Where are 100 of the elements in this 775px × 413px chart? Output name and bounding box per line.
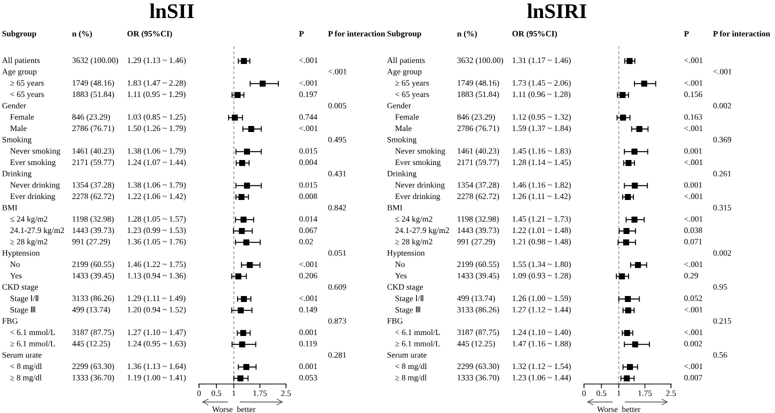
text: 3632 (100.00) [72, 57, 118, 65]
category-label: ≥ 6.1 mmol/L [10, 340, 55, 346]
text: OR (95%CI) [127, 30, 172, 38]
data-label: 1.22 (1.06 ~ 1.42) [128, 193, 186, 201]
point [624, 194, 631, 200]
x-tick-label: 0.5 [212, 390, 222, 396]
text: 3187 (87.75) [72, 329, 114, 337]
data-label: 1.26 (1.11 ~ 1.42) [512, 193, 570, 201]
text: 0.002 [713, 250, 731, 256]
text: 0.002 [713, 102, 731, 108]
category-label: BMI [2, 204, 18, 210]
text: 3187 (87.75) [457, 329, 499, 337]
data-label: 1.55 (1.34 ~ 1.80) [512, 261, 571, 269]
point [623, 239, 630, 246]
text: 0.005 [328, 102, 346, 108]
text: 445 (12.25) [72, 340, 110, 348]
data-label: 1.12 (0.95 ~ 1.32) [512, 114, 571, 122]
text: 0.02 [299, 238, 313, 244]
category-label: Ever drinking [10, 193, 56, 201]
text: 0.197 [299, 92, 318, 98]
text: 2171 (59.77) [72, 159, 114, 167]
category-label: FBG [2, 318, 18, 324]
category-label: ≥ 8 mg/dl [395, 374, 427, 382]
category-label: ≤ 24 kg/m2 [395, 216, 432, 224]
category-label: Smoking [2, 136, 32, 144]
x-tick-label: 1.75 [638, 390, 652, 396]
text: 499 (13.74) [72, 306, 110, 314]
point [244, 148, 250, 155]
category-label: ≤ 24 kg/m2 [10, 216, 48, 224]
text: 1433 (39.45) [72, 272, 114, 280]
text: 0.001 [684, 148, 702, 154]
category-label: ≥ 65 years [10, 80, 44, 88]
text: 0.004 [299, 160, 318, 166]
point [234, 92, 241, 98]
category-label: Gender [2, 102, 26, 108]
text: <.001 [684, 364, 702, 370]
text: 0.001 [299, 330, 317, 336]
text: 1198 (32.98) [458, 216, 499, 224]
data-label: 1.46 (1.22 ~ 1.75) [128, 261, 186, 269]
text: 0.163 [684, 114, 702, 120]
point [632, 182, 638, 189]
point [625, 307, 632, 314]
category-label: Stage Ⅰ/Ⅱ [396, 295, 424, 303]
category-label: Age group [387, 68, 422, 76]
data-label: 1.46 (1.16 ~ 1.82) [512, 182, 571, 190]
category-label: Female [10, 114, 34, 120]
text: <.001 [684, 330, 702, 336]
text: 0.119 [299, 340, 317, 346]
text: <.001 [684, 80, 702, 86]
category-label: Hyptension [387, 250, 425, 258]
text: 0.002 [684, 340, 702, 346]
category-label: CKD stage [2, 284, 38, 292]
text: 2299 (63.30) [72, 363, 114, 371]
category-label: ≥ 28 kg/m2 [10, 238, 48, 246]
category-label: < 65 years [10, 92, 44, 99]
text: 0.281 [328, 352, 346, 358]
text: <.001 [299, 296, 318, 302]
text: <.001 [684, 262, 702, 268]
point [631, 216, 638, 223]
chart-title: lnSII [150, 4, 194, 18]
point [636, 126, 642, 132]
point [623, 228, 630, 234]
x-tick-label: 1 [617, 390, 620, 396]
text: 0.071 [684, 238, 702, 244]
text: <.001 [299, 262, 318, 268]
data-label: 1.29 (1.11 ~ 1.49) [128, 295, 186, 303]
text: 2786 (76.71) [457, 125, 499, 133]
category-label: Drinking [2, 170, 32, 178]
x-tick-label: 0 [582, 390, 586, 396]
category-label: Ever drinking [395, 193, 440, 201]
category-label: < 8 mg/dl [395, 363, 427, 371]
x-tick-label: 2.5 [666, 390, 676, 396]
category-label: Yes [10, 272, 22, 278]
text: <.001 [713, 68, 732, 74]
text: 0.315 [713, 204, 732, 210]
data-label: 1.19 (1.00 ~ 1.41) [128, 374, 186, 382]
point [240, 216, 247, 223]
data-label: 1.28 (1.14 ~ 1.45) [512, 159, 571, 167]
text: P [684, 30, 689, 36]
text: 1749 (48.16) [72, 80, 114, 88]
data-label: 1.23 (0.99 ~ 1.53) [128, 227, 186, 235]
data-label: 1.28 (1.05 ~ 1.57) [128, 216, 186, 224]
category-label: 24.1-27.9 kg/m2 [10, 227, 64, 235]
data-label: 1.59 (1.37 ~ 1.84) [512, 125, 571, 133]
text: <.001 [299, 126, 318, 132]
point [240, 58, 247, 64]
category-label: Gender [387, 102, 412, 108]
data-label: 1.47 (1.16 ~ 1.88) [512, 340, 571, 348]
category-label: Ever smoking [395, 159, 441, 167]
data-label: 1.11 (0.95 ~ 1.29) [128, 91, 186, 99]
point [634, 262, 641, 268]
text: 0.052 [684, 296, 702, 302]
text: 2199 (60.55) [457, 261, 499, 269]
text: 1461 (40.23) [72, 148, 114, 156]
point [620, 92, 626, 98]
text: <.001 [684, 216, 702, 222]
text: 0.95 [713, 284, 728, 290]
text: 0.369 [713, 136, 732, 142]
data-label: 1.21 (0.98 ~ 1.48) [512, 238, 571, 246]
text: 1433 (39.45) [458, 272, 499, 280]
